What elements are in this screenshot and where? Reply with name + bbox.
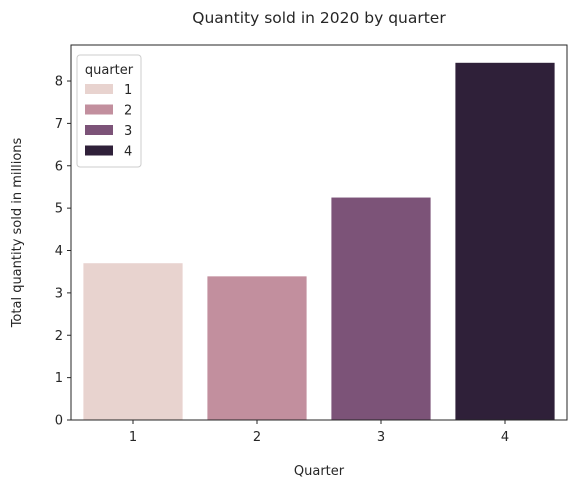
bar-quarter-1 [83, 263, 182, 420]
bar-quarter-2 [207, 276, 306, 420]
x-tick-label: 1 [129, 430, 137, 445]
x-tick-label: 4 [501, 430, 509, 445]
legend-label-1: 1 [124, 83, 132, 98]
y-axis: 0 1 2 3 4 5 6 7 8 [55, 75, 71, 429]
x-tick-label: 3 [377, 430, 385, 445]
legend-label-4: 4 [124, 145, 132, 160]
legend: quarter 1 2 3 4 [77, 55, 141, 167]
bar-quarter-3 [331, 198, 430, 420]
legend-title: quarter [85, 63, 134, 78]
legend-label-3: 3 [124, 124, 132, 139]
legend-swatch-3 [85, 125, 113, 135]
y-tick-label: 5 [55, 202, 63, 217]
y-tick-label: 3 [55, 286, 63, 301]
y-tick-label: 0 [55, 414, 63, 429]
bar-quarter-4 [455, 63, 554, 420]
y-tick-label: 8 [55, 75, 63, 90]
y-tick-label: 4 [55, 244, 63, 259]
bars-layer [83, 63, 554, 420]
legend-swatch-4 [85, 146, 113, 156]
legend-swatch-1 [85, 84, 113, 94]
y-tick-label: 6 [55, 159, 63, 174]
x-axis-label: Quarter [294, 464, 345, 479]
y-tick-label: 2 [55, 329, 63, 344]
x-axis: 1 2 3 4 [129, 420, 509, 445]
legend-label-2: 2 [124, 104, 132, 119]
chart-title: Quantity sold in 2020 by quarter [192, 9, 446, 27]
legend-swatch-2 [85, 105, 113, 115]
y-axis-label: Total quantity sold in millions [10, 137, 25, 328]
y-tick-label: 7 [55, 117, 63, 132]
x-tick-label: 2 [253, 430, 261, 445]
y-tick-label: 1 [55, 371, 63, 386]
